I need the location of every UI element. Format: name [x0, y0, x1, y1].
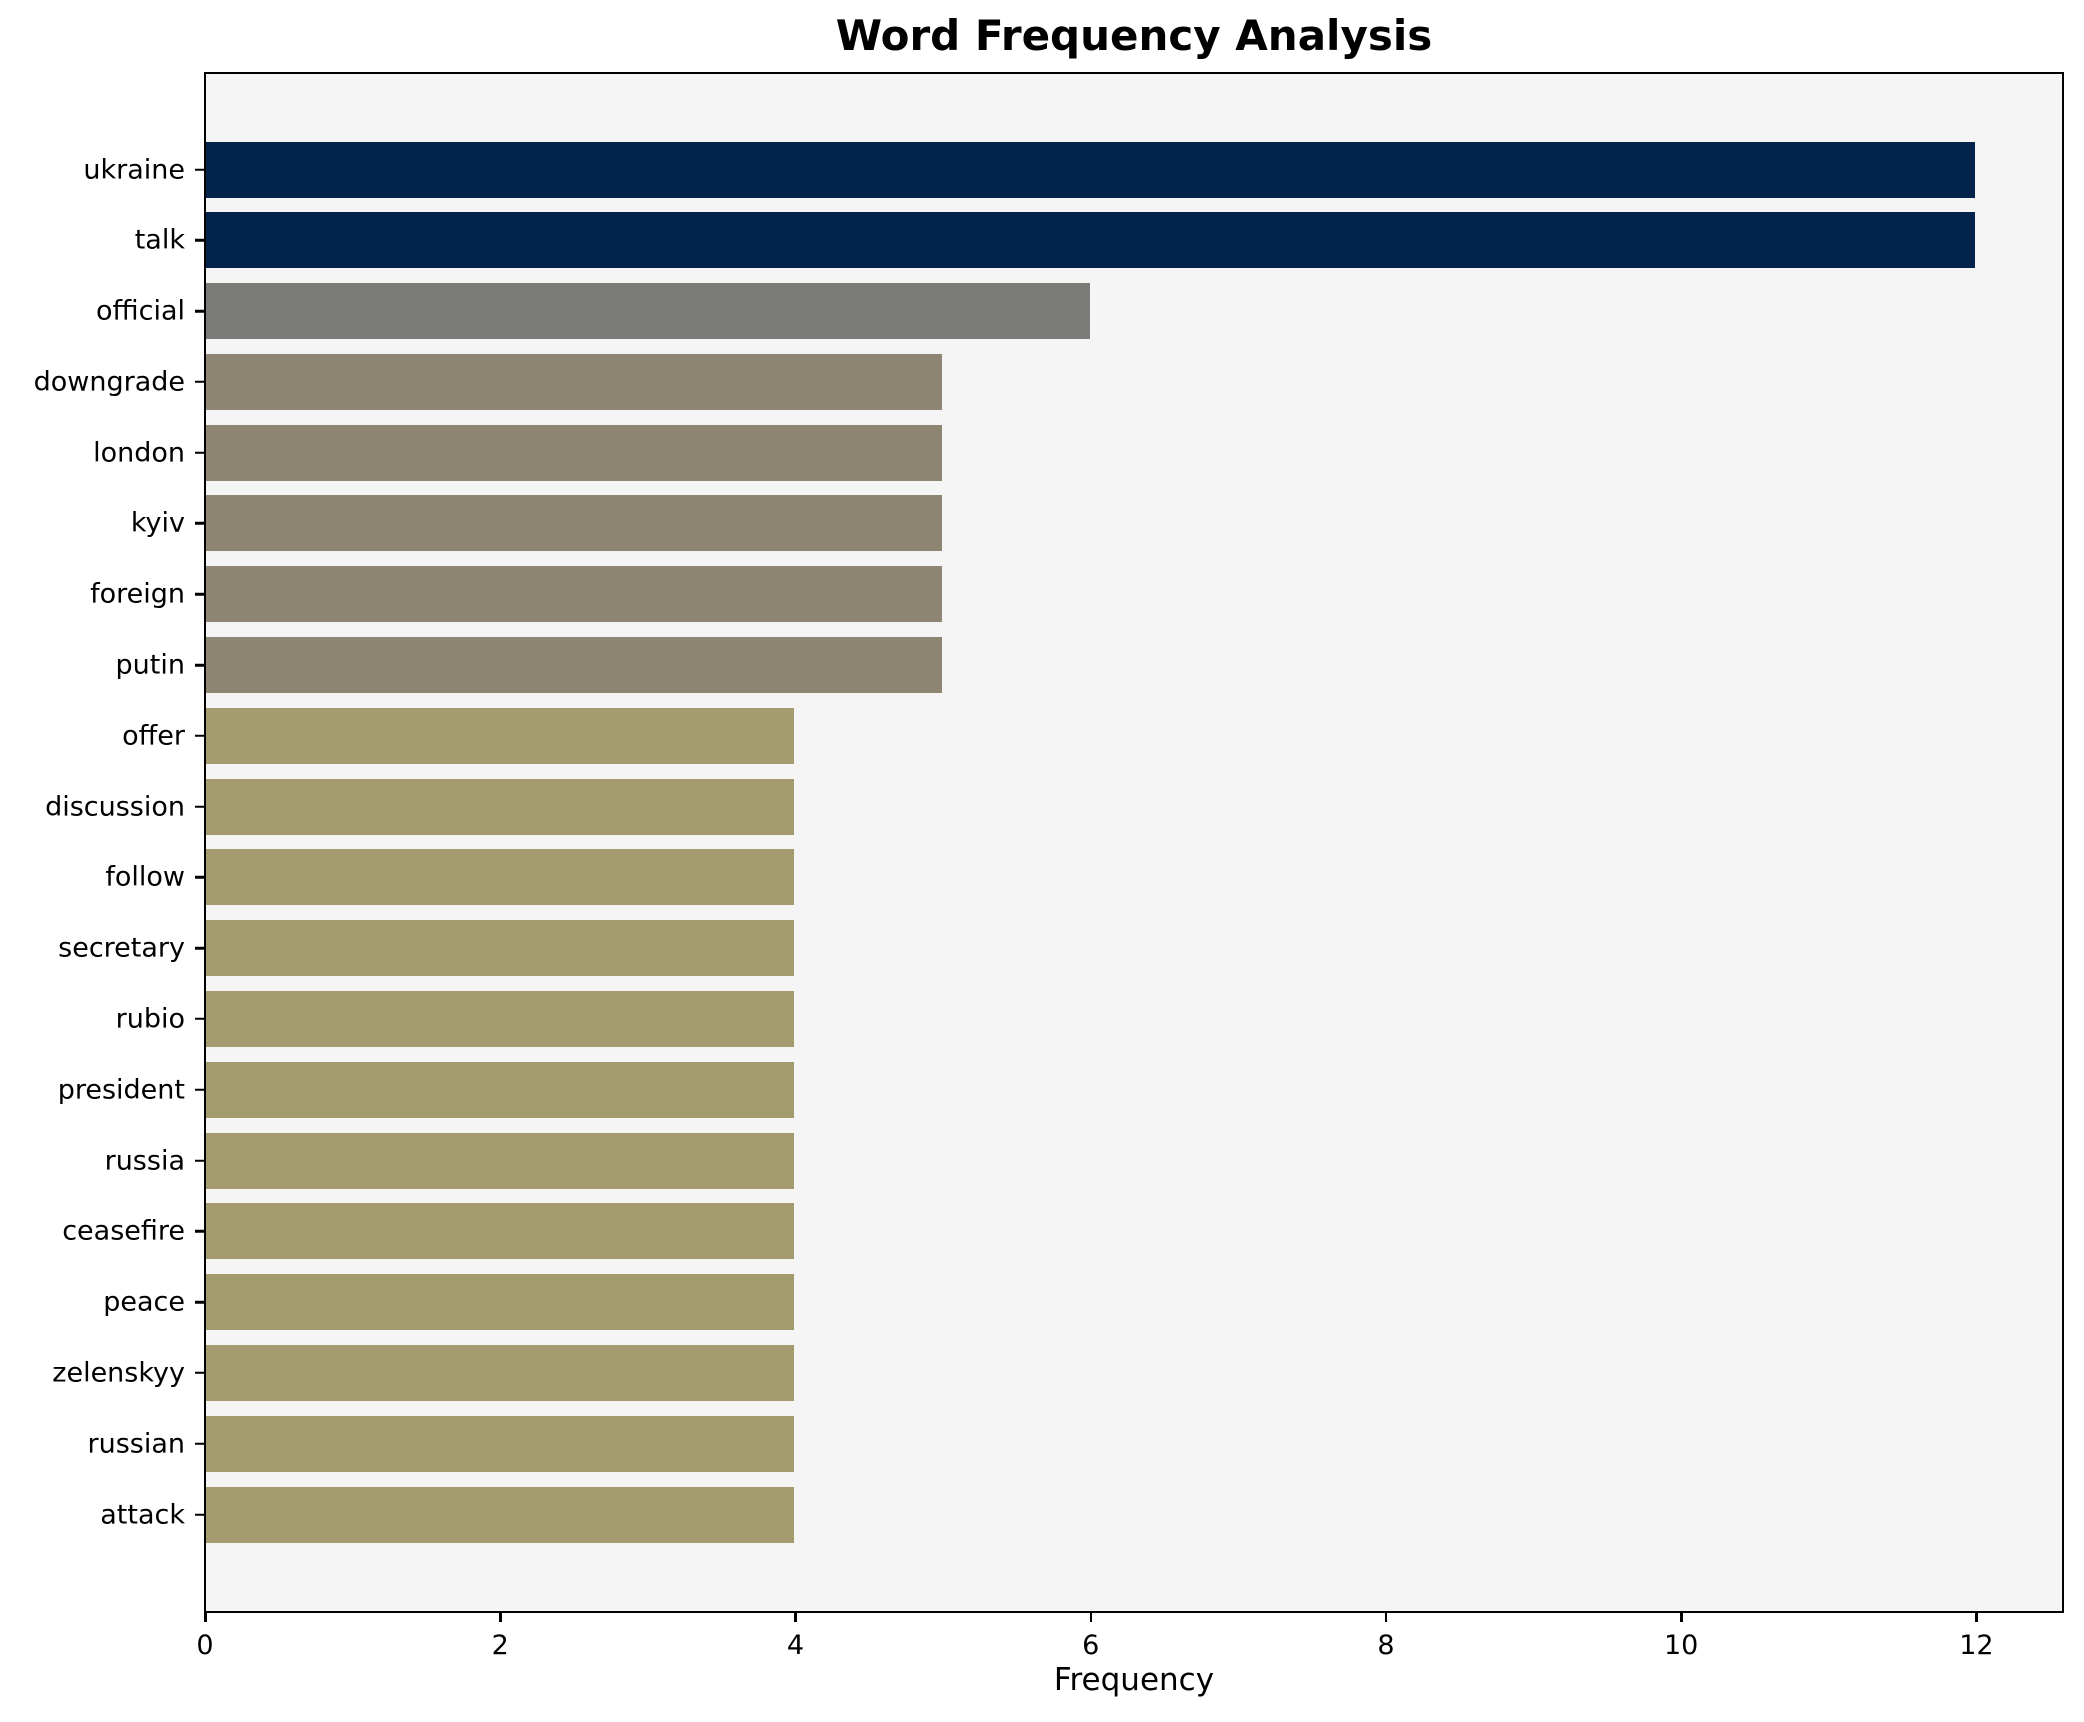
- y-tick-label-kyiv: kyiv: [130, 507, 185, 539]
- x-tick-label-10: 10: [1664, 1630, 1699, 1661]
- bar-talk: [204, 212, 1976, 269]
- y-tick-label-talk: talk: [134, 224, 185, 256]
- y-tick: [195, 876, 204, 879]
- x-tick-label-6: 6: [1082, 1630, 1100, 1661]
- y-tick: [195, 522, 204, 525]
- y-tick: [195, 1159, 204, 1162]
- y-tick-label-ukraine: ukraine: [83, 154, 185, 185]
- bar-ukraine: [204, 141, 1976, 198]
- y-tick-label-russian: russian: [87, 1428, 185, 1460]
- y-tick: [195, 1088, 204, 1092]
- x-tick-label-4: 4: [786, 1630, 805, 1661]
- bar-follow: [204, 849, 795, 906]
- y-tick-label-president: president: [57, 1074, 185, 1106]
- y-tick: [195, 734, 204, 738]
- y-tick: [195, 309, 204, 313]
- bar-offer: [204, 707, 795, 764]
- y-tick: [195, 168, 204, 171]
- y-tick-label-attack: attack: [100, 1499, 185, 1530]
- y-tick-label-zelenskyy: zelenskyy: [52, 1357, 185, 1389]
- y-tick: [195, 1017, 204, 1021]
- x-tick: [204, 1613, 207, 1622]
- x-tick: [1384, 1613, 1388, 1622]
- y-tick: [195, 451, 204, 454]
- bar-russia: [204, 1132, 795, 1189]
- y-tick: [195, 1300, 204, 1304]
- x-tick: [1975, 1613, 1978, 1622]
- y-tick-label-russia: russia: [104, 1145, 185, 1177]
- bar-president: [204, 1061, 795, 1118]
- y-tick-label-follow: follow: [105, 861, 185, 893]
- y-tick-label-rubio: rubio: [115, 1003, 185, 1035]
- y-tick-label-official: official: [95, 295, 185, 327]
- y-tick: [195, 1371, 204, 1375]
- y-tick-label-putin: putin: [115, 649, 185, 681]
- x-tick-label-12: 12: [1959, 1630, 1994, 1661]
- bar-foreign: [204, 566, 943, 623]
- y-tick-label-london: london: [93, 437, 185, 469]
- y-tick: [195, 663, 204, 667]
- chart-title: Word Frequency Analysis: [835, 11, 1433, 60]
- y-tick-label-discussion: discussion: [45, 791, 185, 823]
- y-tick: [195, 592, 204, 596]
- y-tick: [195, 946, 204, 950]
- bar-rubio: [204, 990, 795, 1047]
- bar-downgrade: [204, 353, 943, 410]
- bar-zelenskyy: [204, 1344, 795, 1401]
- bar-putin: [204, 637, 943, 694]
- x-tick: [499, 1613, 502, 1622]
- y-tick-label-foreign: foreign: [90, 578, 185, 610]
- bar-kyiv: [204, 495, 943, 552]
- bar-official: [204, 283, 1090, 340]
- y-tick: [195, 239, 204, 242]
- bar-secretary: [204, 920, 795, 977]
- x-tick-label-8: 8: [1377, 1630, 1395, 1661]
- bar-russian: [204, 1415, 795, 1472]
- x-tick: [794, 1613, 797, 1622]
- bar-peace: [204, 1274, 795, 1331]
- y-tick: [195, 1230, 204, 1233]
- y-tick-label-downgrade: downgrade: [33, 366, 185, 398]
- x-tick: [1089, 1613, 1093, 1622]
- x-tick-label-0: 0: [196, 1630, 214, 1661]
- plot-area: [204, 72, 2064, 1613]
- x-axis-label: Frequency: [1053, 1662, 1215, 1698]
- bar-discussion: [204, 778, 795, 835]
- x-tick: [1680, 1613, 1683, 1622]
- y-tick: [195, 1442, 204, 1445]
- y-tick: [195, 805, 204, 808]
- y-tick-label-secretary: secretary: [58, 932, 185, 964]
- bar-attack: [204, 1486, 795, 1543]
- x-tick-label-2: 2: [491, 1630, 509, 1661]
- y-tick-label-peace: peace: [103, 1286, 185, 1318]
- bar-ceasefire: [204, 1203, 795, 1260]
- y-tick-label-offer: offer: [122, 720, 185, 752]
- y-tick-label-ceasefire: ceasefire: [62, 1215, 185, 1247]
- bar-london: [204, 424, 943, 481]
- y-tick: [195, 380, 204, 384]
- y-tick: [195, 1513, 204, 1516]
